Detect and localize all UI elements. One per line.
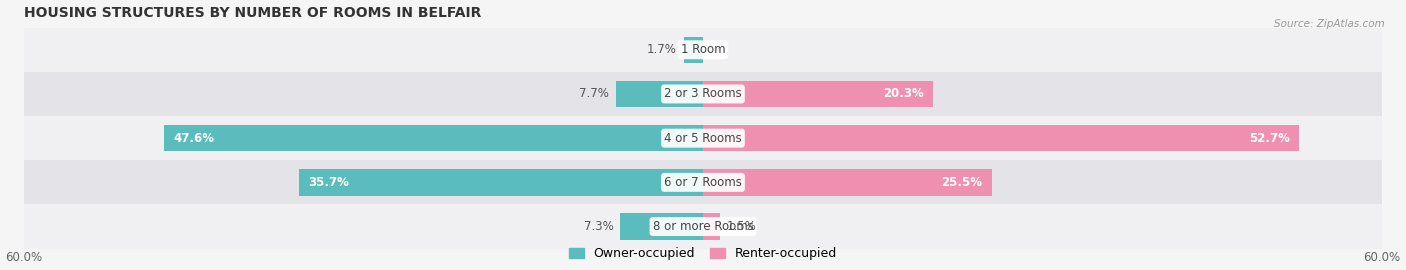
Text: 20.3%: 20.3%	[883, 87, 924, 100]
Bar	[620, 213, 703, 240]
Bar	[703, 125, 1299, 151]
Text: 35.7%: 35.7%	[308, 176, 349, 189]
Text: Source: ZipAtlas.com: Source: ZipAtlas.com	[1274, 19, 1385, 29]
Text: 2 or 3 Rooms: 2 or 3 Rooms	[664, 87, 742, 100]
Legend: Owner-occupied, Renter-occupied: Owner-occupied, Renter-occupied	[568, 247, 838, 260]
Bar	[24, 116, 1382, 160]
Text: 7.3%: 7.3%	[583, 220, 613, 233]
Text: 6 or 7 Rooms: 6 or 7 Rooms	[664, 176, 742, 189]
Bar	[165, 125, 703, 151]
Text: 1.7%: 1.7%	[647, 43, 676, 56]
Bar	[24, 204, 1382, 249]
Bar	[683, 36, 703, 63]
Bar	[299, 169, 703, 196]
Bar	[24, 28, 1382, 72]
Bar	[24, 72, 1382, 116]
Text: 47.6%: 47.6%	[173, 132, 215, 145]
Bar	[616, 81, 703, 107]
Text: 8 or more Rooms: 8 or more Rooms	[652, 220, 754, 233]
Text: 25.5%: 25.5%	[942, 176, 983, 189]
Text: 1 Room: 1 Room	[681, 43, 725, 56]
Bar	[703, 169, 991, 196]
Bar	[24, 160, 1382, 204]
Text: 7.7%: 7.7%	[579, 87, 609, 100]
Bar	[703, 213, 720, 240]
Text: 1.5%: 1.5%	[727, 220, 756, 233]
Bar	[703, 81, 932, 107]
Text: 4 or 5 Rooms: 4 or 5 Rooms	[664, 132, 742, 145]
Text: 52.7%: 52.7%	[1250, 132, 1291, 145]
Text: HOUSING STRUCTURES BY NUMBER OF ROOMS IN BELFAIR: HOUSING STRUCTURES BY NUMBER OF ROOMS IN…	[24, 6, 481, 19]
